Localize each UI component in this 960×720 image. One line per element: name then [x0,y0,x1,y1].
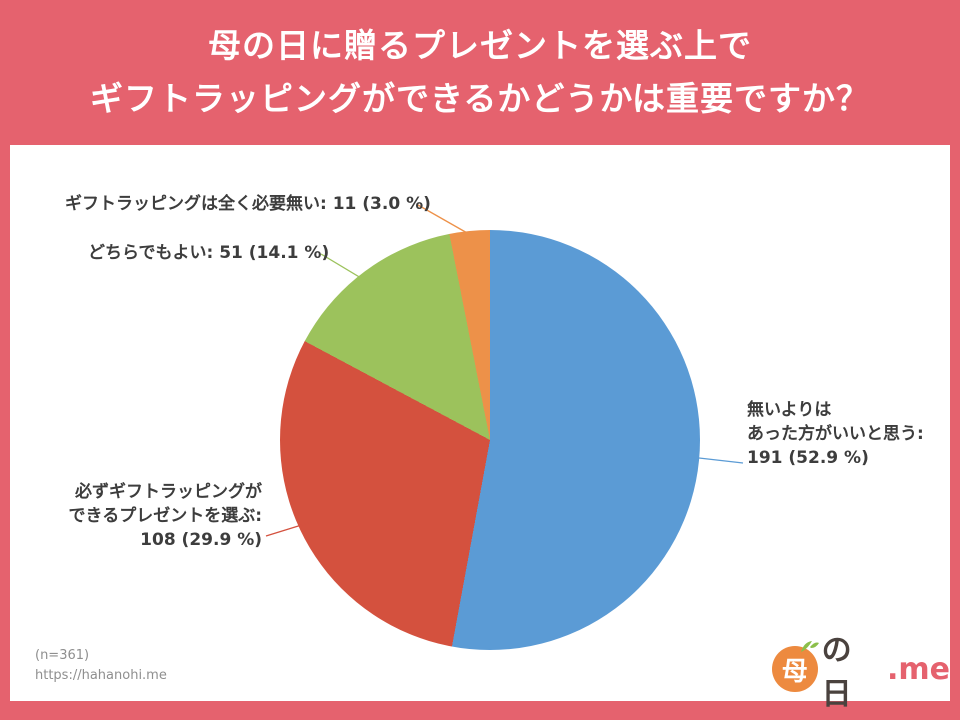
label-line: できるプレゼントを選ぶ: [68,505,262,526]
leaf-icon [800,641,819,652]
title-line-1: 母の日に贈るプレゼントを選ぶ上で [208,25,752,65]
source-url: https://hahanohi.me [35,668,167,683]
slice-label-either-way-text: どちらでもよい: 51 (14.1 %) [88,243,330,263]
leader-line-blue [698,457,744,464]
chart-panel: ギフトラッピングは全く必要無い: 11 (3.0 %) どちらでもよい: 51 … [10,145,950,712]
logo-text-main: の日 [821,633,853,712]
header-band: 母の日に贈るプレゼントを選ぶ上で ギフトラッピングができるかどうかは重要ですか？ [0,0,960,145]
logo-text-suffix: .me [886,651,950,687]
label-line: 108 (29.9 %) [140,529,262,550]
label-line: あった方がいいと思う: [747,423,924,444]
site-logo: 母 の日 .me [772,633,950,712]
pie-chart [280,230,700,650]
logo-mark-icon: 母 [772,641,819,692]
label-line: 無いよりは [747,400,832,420]
title-line-2: ギフトラッピングができるかどうかは重要ですか？ [89,78,871,118]
label-line: 191 (52.9 %) [747,447,869,468]
logo-mark-character: 母 [781,656,808,687]
slice-label-either-way: どちらでもよい: 51 (14.1 %) [88,242,329,266]
slice-label-must-have-wrapping: 必ずギフトラッピングが できるプレゼントを選ぶ: 108 (29.9 %) [50,481,262,552]
slice-label-no-need: ギフトラッピングは全く必要無い: 11 (3.0 %) [65,193,431,217]
slice-label-better-than-nothing: 無いよりは あった方がいいと思う: 191 (52.9 %) [747,399,924,470]
slice-label-no-need-text: ギフトラッピングは全く必要無い: 11 (3.0 %) [65,194,431,214]
page-title: 母の日に贈るプレゼントを選ぶ上で ギフトラッピングができるかどうかは重要ですか？ [90,20,870,126]
label-line: 必ずギフトラッピングが [75,482,262,502]
sample-size-note: (n=361) [35,648,90,663]
